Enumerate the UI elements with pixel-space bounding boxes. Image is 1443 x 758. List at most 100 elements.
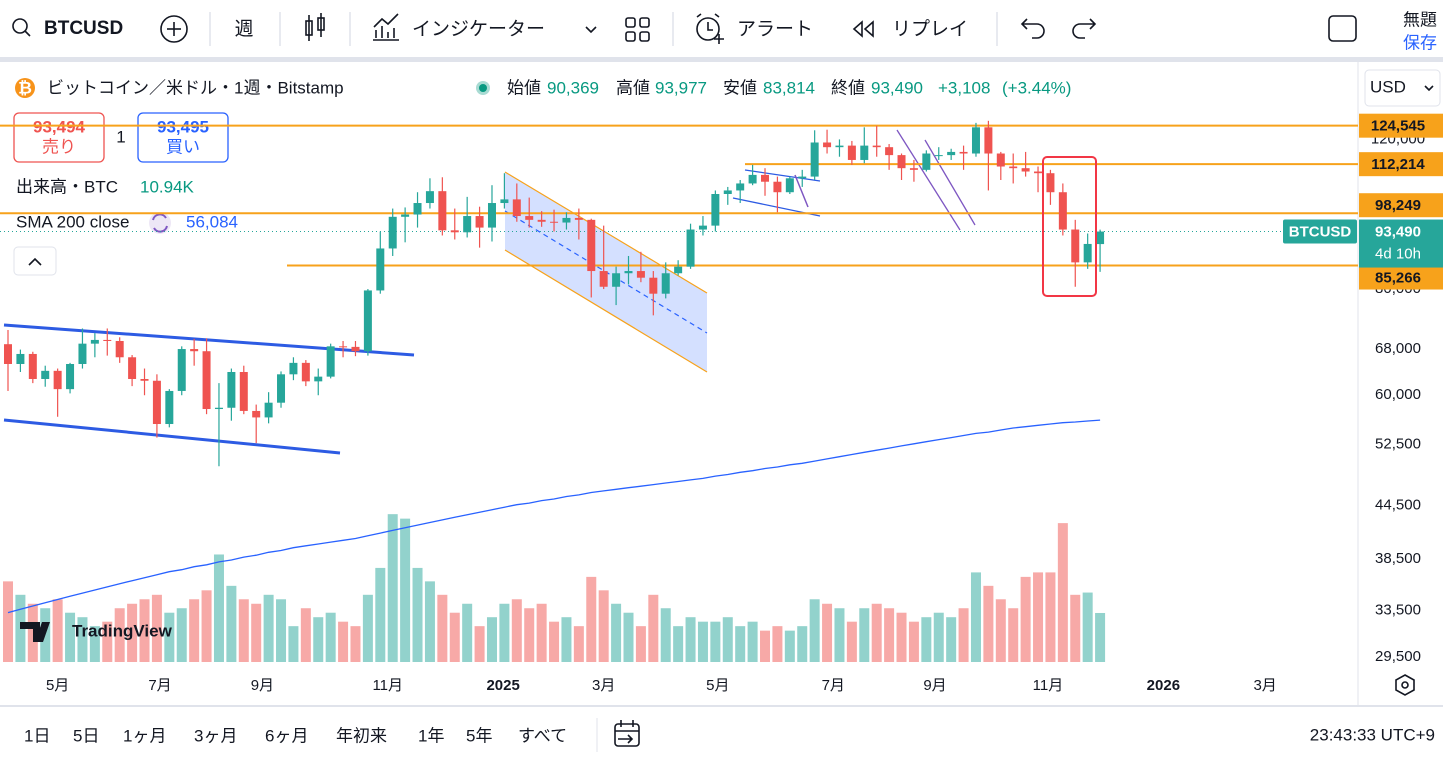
volume-bar bbox=[226, 585, 237, 662]
range-button[interactable]: 3ヶ月 bbox=[194, 726, 237, 745]
level-tag bbox=[1359, 193, 1443, 218]
candle-body bbox=[649, 277, 658, 294]
volume-bar bbox=[288, 626, 299, 662]
volume-bar bbox=[424, 581, 435, 662]
highlight-box bbox=[1042, 156, 1097, 297]
fullscreen-button[interactable] bbox=[1328, 15, 1357, 42]
volume-bar bbox=[139, 599, 150, 662]
volume-bar bbox=[834, 608, 845, 662]
plot-area bbox=[0, 120, 1358, 662]
sell-label[interactable]: 売り bbox=[42, 137, 76, 156]
sma-icon bbox=[149, 212, 171, 234]
volume-bar bbox=[784, 630, 795, 662]
close-label: 終値 bbox=[831, 78, 865, 97]
candle-body bbox=[674, 266, 683, 274]
replay[interactable]: リプレイ bbox=[892, 18, 968, 40]
range-button[interactable]: 6ヶ月 bbox=[265, 726, 308, 745]
symbol-search[interactable]: BTCUSD bbox=[12, 18, 123, 39]
toolbar-border bbox=[0, 57, 1443, 62]
time-axis-settings[interactable] bbox=[1395, 674, 1415, 696]
range-button[interactable]: 5年 bbox=[466, 726, 492, 745]
volume-bar bbox=[338, 621, 349, 662]
countdown: 4d 10h bbox=[1375, 246, 1421, 263]
volume-bar bbox=[722, 617, 733, 662]
candle-body bbox=[227, 371, 236, 408]
layouts-button[interactable] bbox=[625, 17, 650, 42]
buy-price[interactable]: 93,495 bbox=[157, 117, 209, 136]
ohlc-legend: 始値 90,369 高値 93,977 安値 83,814 終値 93,490 +3,1… bbox=[507, 78, 1071, 97]
symbol[interactable]: BTCUSD bbox=[44, 18, 123, 39]
candle-body bbox=[1096, 231, 1105, 245]
chart-type-button[interactable] bbox=[305, 13, 325, 41]
y-tick-label: 60,000 bbox=[1375, 386, 1421, 403]
last-price-tag bbox=[1359, 219, 1443, 268]
range-button[interactable]: 5日 bbox=[73, 726, 99, 745]
volume-bar bbox=[127, 603, 138, 662]
currency[interactable]: USD bbox=[1370, 77, 1406, 96]
volume-bar bbox=[561, 617, 572, 662]
volume-bar bbox=[797, 626, 808, 662]
level-tag bbox=[1359, 113, 1443, 138]
range-button[interactable]: 1日 bbox=[24, 726, 50, 745]
candle-body bbox=[885, 147, 894, 156]
undo-button[interactable] bbox=[1020, 18, 1045, 39]
candle-body bbox=[388, 216, 397, 249]
x-tick-label: 3月 bbox=[592, 677, 615, 694]
candle-body bbox=[413, 203, 422, 215]
collapse-legend-button[interactable] bbox=[13, 246, 57, 276]
range-button[interactable]: 1年 bbox=[418, 726, 444, 745]
candle-body bbox=[1046, 173, 1055, 193]
candle-body bbox=[351, 346, 360, 352]
range-button[interactable]: 1ヶ月 bbox=[123, 726, 166, 745]
candle-body bbox=[525, 216, 534, 220]
layout-name[interactable]: 無題 bbox=[1403, 10, 1437, 29]
x-tick-label: 5月 bbox=[706, 677, 729, 694]
indicators[interactable]: インジケーター bbox=[412, 18, 545, 40]
high-label: 高値 bbox=[616, 78, 650, 97]
alert[interactable]: アラート bbox=[737, 19, 813, 40]
range-button[interactable]: すべて bbox=[518, 726, 567, 745]
y-tick-label: 44,500 bbox=[1375, 497, 1421, 514]
volume-bar bbox=[1057, 523, 1068, 662]
go-to-date-button[interactable] bbox=[614, 720, 640, 747]
volume-bar bbox=[970, 572, 981, 662]
sell-button[interactable]: 93,494 売り bbox=[13, 112, 105, 163]
candle-body bbox=[798, 176, 807, 179]
buy-button[interactable]: 93,495 買い bbox=[137, 112, 229, 163]
buy-label[interactable]: 買い bbox=[166, 137, 200, 156]
change-value: +3,108 bbox=[938, 78, 990, 97]
level-tag bbox=[1359, 152, 1443, 177]
volume-bar bbox=[660, 608, 671, 662]
candle-body bbox=[1009, 166, 1018, 169]
coin-icon bbox=[15, 78, 35, 98]
volume-bar bbox=[1008, 608, 1019, 662]
volume-bar bbox=[859, 608, 870, 662]
candle-body bbox=[686, 229, 695, 267]
volume-bar bbox=[201, 590, 212, 662]
indicators-button[interactable]: インジケーター bbox=[373, 13, 597, 41]
volume-bar bbox=[524, 608, 535, 662]
candle-body bbox=[401, 214, 410, 217]
y-tick-label: 52,500 bbox=[1375, 435, 1421, 452]
level-tag-label: 124,545 bbox=[1371, 118, 1425, 135]
save-button[interactable]: 保存 bbox=[1403, 33, 1437, 52]
replay-button[interactable]: リプレイ bbox=[852, 18, 968, 40]
volume-bar bbox=[1070, 594, 1081, 662]
sell-price[interactable]: 93,494 bbox=[33, 117, 86, 136]
level-tag bbox=[1359, 265, 1443, 290]
compare-button[interactable] bbox=[160, 15, 188, 43]
candle-body bbox=[66, 363, 75, 390]
volume-bar bbox=[449, 612, 460, 662]
currency-button[interactable]: USD bbox=[1364, 69, 1441, 107]
range-button[interactable]: 年初来 bbox=[336, 726, 387, 745]
volume-bar bbox=[263, 594, 274, 662]
candle-body bbox=[823, 142, 832, 148]
coin-glyph: ₿ bbox=[18, 78, 32, 97]
volume-bar bbox=[1020, 576, 1031, 662]
volume-bar bbox=[995, 599, 1006, 662]
candle-body bbox=[16, 353, 25, 364]
x-tick-label: 7月 bbox=[148, 677, 171, 694]
volume-bar bbox=[846, 621, 857, 662]
interval[interactable]: 週 bbox=[234, 18, 253, 40]
alert-button[interactable]: アラート bbox=[696, 13, 813, 44]
